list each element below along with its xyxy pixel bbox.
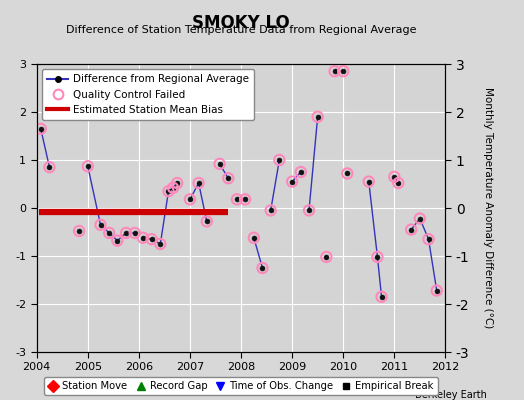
Text: Berkeley Earth: Berkeley Earth [416, 390, 487, 400]
Point [194, 180, 203, 186]
Point [377, 294, 386, 300]
Point [122, 230, 130, 236]
Point [215, 161, 224, 167]
Point [267, 207, 275, 214]
Point [130, 230, 139, 236]
Point [105, 230, 113, 236]
Point [96, 222, 105, 228]
Point [156, 241, 165, 247]
Text: SMOKY LO: SMOKY LO [192, 14, 290, 32]
Point [407, 226, 416, 233]
Point [113, 238, 122, 244]
Point [373, 254, 381, 260]
Point [322, 254, 331, 260]
Point [424, 236, 433, 242]
Point [275, 157, 283, 163]
Point [330, 68, 339, 74]
Point [84, 163, 92, 170]
Point [165, 188, 173, 194]
Point [224, 175, 233, 182]
Point [241, 196, 249, 202]
Point [203, 218, 211, 225]
Difference from Regional Average [38, 126, 44, 131]
Line: Difference from Regional Average: Difference from Regional Average [38, 126, 52, 170]
Point [45, 164, 53, 170]
Point [258, 265, 267, 271]
Point [365, 178, 373, 185]
Point [297, 169, 305, 175]
Point [37, 126, 45, 132]
Point [75, 228, 83, 234]
Point [233, 196, 241, 202]
Legend: Station Move, Record Gap, Time of Obs. Change, Empirical Break: Station Move, Record Gap, Time of Obs. C… [45, 377, 438, 395]
Point [173, 180, 181, 186]
Point [139, 234, 147, 241]
Y-axis label: Monthly Temperature Anomaly Difference (°C): Monthly Temperature Anomaly Difference (… [484, 87, 494, 329]
Text: Difference of Station Temperature Data from Regional Average: Difference of Station Temperature Data f… [66, 25, 416, 35]
Point [305, 207, 313, 214]
Point [313, 114, 322, 120]
Point [416, 215, 424, 222]
Legend: Difference from Regional Average, Quality Control Failed, Estimated Station Mean: Difference from Regional Average, Qualit… [42, 69, 254, 120]
Point [169, 185, 177, 191]
Point [432, 287, 441, 294]
Point [390, 174, 398, 180]
Point [147, 236, 156, 242]
Point [249, 234, 258, 241]
Point [394, 180, 402, 186]
Difference from Regional Average [46, 165, 52, 170]
Point [343, 170, 352, 177]
Point [339, 68, 347, 74]
Point [288, 178, 297, 185]
Point [185, 196, 194, 202]
